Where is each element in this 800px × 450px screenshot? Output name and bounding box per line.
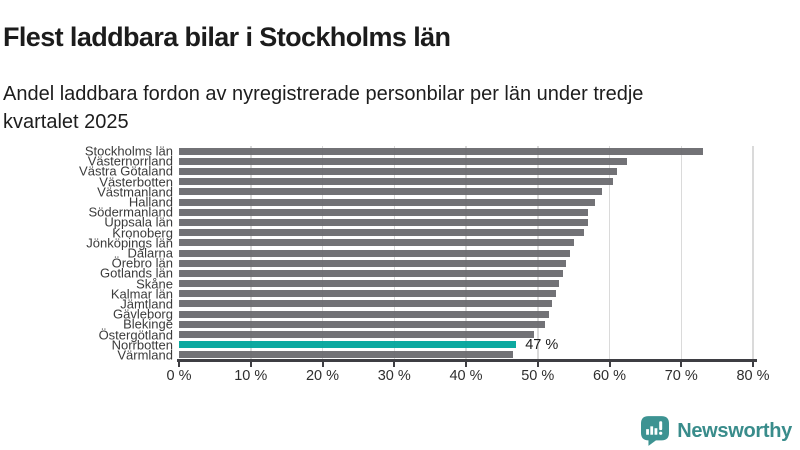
y-axis-label: Norrbotten — [111, 337, 173, 353]
y-axis-label: Västmanland — [97, 184, 173, 200]
x-axis-tick — [393, 361, 396, 367]
x-axis-tick-label: 50 % — [521, 368, 555, 384]
y-axis-label: Kalmar län — [110, 286, 173, 302]
bar-dalarna — [179, 249, 571, 257]
x-axis-tick — [178, 361, 180, 367]
gridline — [680, 146, 682, 360]
y-axis-label: Gävleborg — [113, 306, 173, 322]
y-axis-label: Västerbotten — [99, 174, 173, 190]
y-axis-label: Jämtland — [120, 296, 173, 312]
x-axis-tick-label: 60 % — [592, 368, 627, 384]
y-axis-label: Stockholms län — [84, 143, 173, 159]
x-axis-tick — [536, 361, 539, 367]
x-axis-tick — [249, 361, 252, 367]
y-axis-label: Uppsala län — [104, 214, 173, 230]
bar--rebro-l-n — [179, 259, 567, 267]
newsworthy-logo-icon — [641, 416, 670, 446]
chart-title: Flest laddbara bilar i Stockholms län — [3, 22, 451, 53]
x-axis-tick — [465, 361, 467, 367]
x-axis-tick — [752, 361, 754, 367]
bar-sk-ne — [179, 280, 560, 288]
chart-subtitle: Andel laddbara fordon av nyregistrerade … — [3, 83, 644, 133]
bar-v-sternorrland — [179, 157, 628, 165]
bar-kronoberg — [179, 229, 585, 237]
bar-highlighted-norrbotten — [179, 341, 517, 349]
y-axis-label: Blekinge — [123, 316, 173, 332]
bar-s-dermanland — [179, 208, 588, 216]
x-axis-tick-label: 70 % — [664, 368, 698, 384]
x-axis-tick-label: 10 % — [234, 368, 268, 384]
y-axis-labels: Stockholms län Västernorrland Västra Götal… — [0, 143, 173, 363]
bar-v-stra-g-taland — [179, 167, 617, 175]
bar-gotlands-l-n — [179, 269, 563, 277]
y-axis-label: Halland — [128, 194, 173, 210]
bar-blekinge — [179, 320, 545, 328]
y-axis-label: Västra Götaland — [79, 163, 173, 179]
bar-v-stmanland — [179, 188, 603, 196]
bar-uppsala-l-n — [179, 218, 588, 226]
bar-halland — [179, 198, 596, 206]
bar-kalmar-l-n — [179, 290, 556, 298]
x-axis-tick-label: 30 % — [377, 368, 411, 384]
y-axis-label: Kronoberg — [112, 225, 173, 241]
y-axis-label: Västernorrland — [87, 153, 173, 169]
gridline — [752, 146, 754, 360]
gridline — [608, 146, 611, 360]
x-axis-tick-label: 0 % — [166, 368, 192, 384]
x-axis-tick-label: 40 % — [449, 368, 483, 384]
brand-footer[interactable]: Newsworthy — [641, 416, 792, 446]
y-axis-label: Gotlands län — [100, 265, 173, 281]
y-axis-label: Dalarna — [127, 245, 173, 261]
y-axis-label: Örebro län — [111, 255, 173, 271]
highlight-value-annotation: 47 % — [525, 336, 559, 353]
y-axis-label: Skåne — [136, 276, 173, 292]
y-axis-label: Jönköpings län — [86, 235, 173, 251]
x-axis-tick-label: 80 % — [736, 368, 770, 384]
plot-area — [179, 146, 754, 360]
brand-name: Newsworthy — [677, 419, 792, 442]
bar-v-rmland — [179, 351, 513, 359]
x-axis-tick-label: 20 % — [305, 368, 340, 384]
bar-j-mtland — [179, 300, 553, 308]
y-axis-label: Östergötland — [98, 327, 173, 343]
y-axis-label: Södermanland — [88, 204, 173, 220]
x-axis-line — [177, 359, 757, 362]
x-axis-tick — [680, 361, 683, 367]
y-axis-label: Värmland — [117, 347, 173, 363]
x-axis-tick — [321, 361, 324, 367]
bar-g-vleborg — [179, 310, 549, 318]
bar-v-sterbotten — [179, 178, 614, 186]
bar--sterg-tland — [179, 331, 535, 339]
bar-j-nk-pings-l-n — [179, 239, 574, 247]
bar-stockholms-l-n — [179, 147, 703, 155]
x-axis-tick — [608, 361, 611, 367]
